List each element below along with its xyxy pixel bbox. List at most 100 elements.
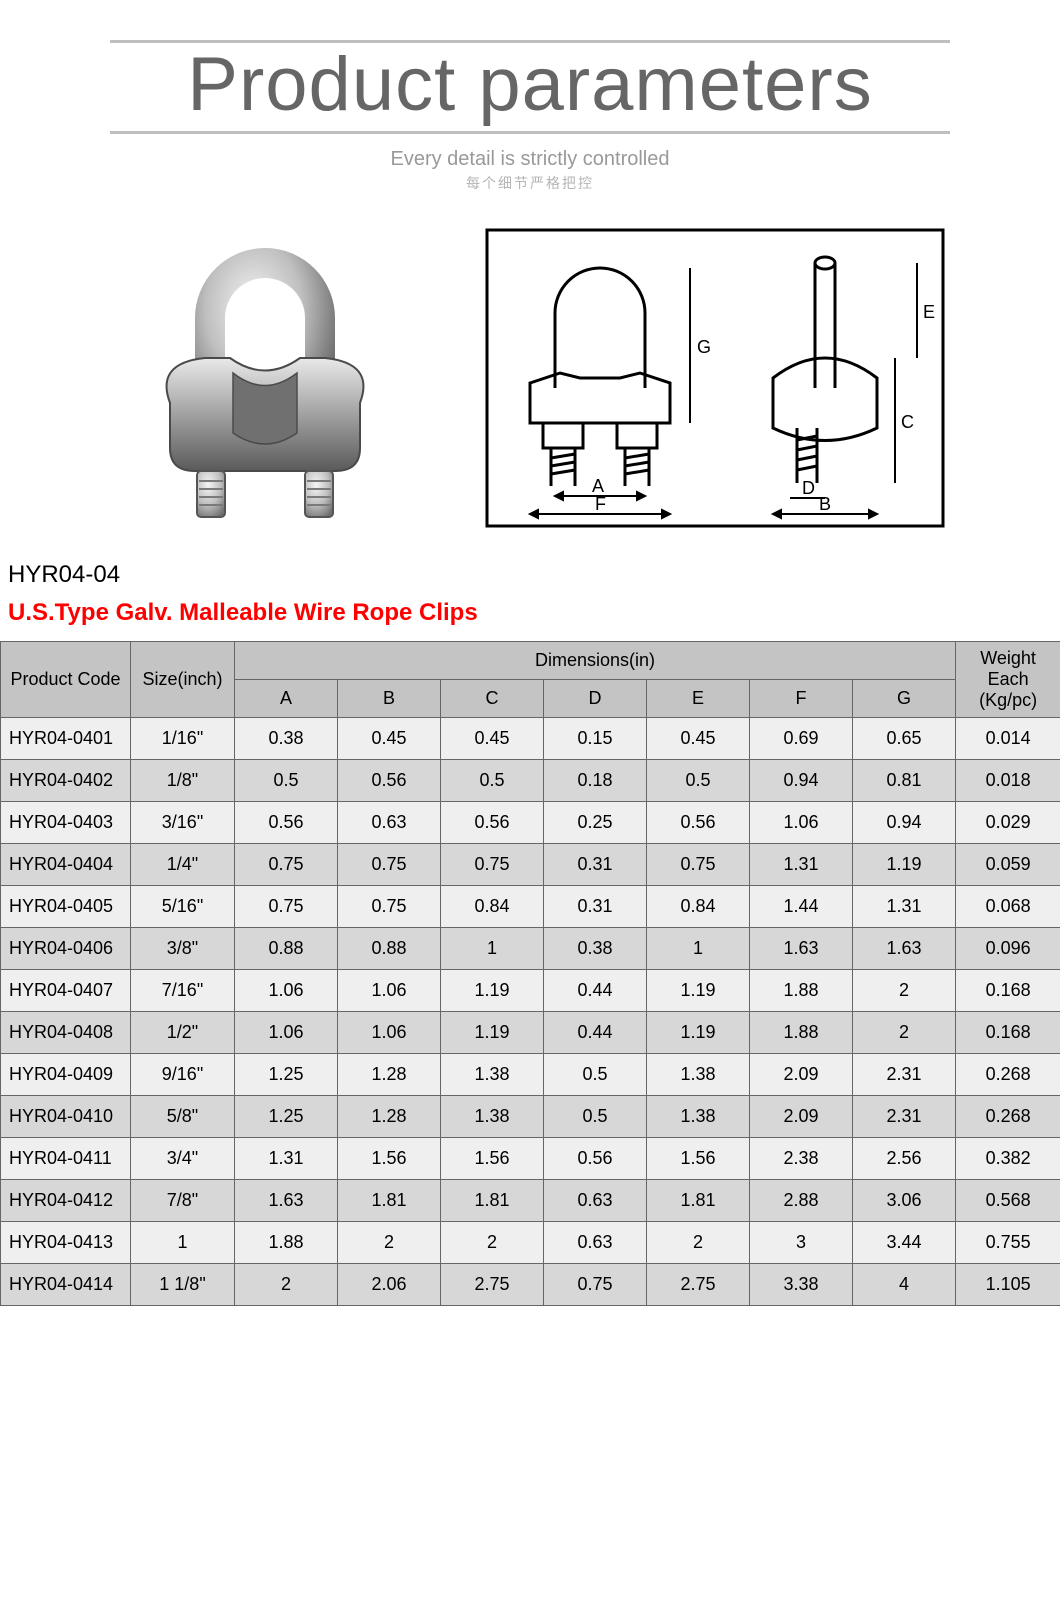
cell-G: 3.44 [853,1221,956,1263]
svg-text:B: B [819,494,831,514]
svg-text:C: C [901,412,914,432]
cell-A: 1.88 [235,1221,338,1263]
cell-D: 0.56 [544,1137,647,1179]
cell-B: 0.45 [338,717,441,759]
th-G: G [853,679,956,717]
subtitle-en: Every detail is strictly controlled [0,148,1060,171]
cell-size: 3/4" [131,1137,235,1179]
cell-C: 1.81 [441,1179,544,1221]
cell-B: 1.28 [338,1053,441,1095]
th-A: A [235,679,338,717]
cell-F: 2.09 [750,1095,853,1137]
cell-E: 1 [647,927,750,969]
cell-wt: 0.068 [956,885,1060,927]
cell-code: HYR04-0410 [1,1095,131,1137]
images-row: G A F C E D [0,223,1060,533]
cell-E: 0.45 [647,717,750,759]
th-D: D [544,679,647,717]
cell-C: 1.56 [441,1137,544,1179]
cell-A: 1.25 [235,1053,338,1095]
table-row: HYR04-04141 1/8"22.062.750.752.753.3841.… [1,1263,1060,1305]
cell-C: 1.19 [441,1011,544,1053]
cell-F: 3 [750,1221,853,1263]
cell-B: 0.75 [338,843,441,885]
cell-G: 2.31 [853,1095,956,1137]
table-row: HYR04-04099/16"1.251.281.380.51.382.092.… [1,1053,1060,1095]
cell-D: 0.63 [544,1221,647,1263]
table-row: HYR04-04033/16"0.560.630.560.250.561.060… [1,801,1060,843]
table-row: HYR04-04063/8"0.880.8810.3811.631.630.09… [1,927,1060,969]
cell-E: 0.75 [647,843,750,885]
cell-size: 3/8" [131,927,235,969]
cell-D: 0.15 [544,717,647,759]
cell-G: 0.94 [853,801,956,843]
cell-F: 1.31 [750,843,853,885]
cell-G: 2 [853,1011,956,1053]
cell-wt: 0.568 [956,1179,1060,1221]
cell-F: 1.06 [750,801,853,843]
cell-E: 1.81 [647,1179,750,1221]
cell-G: 2.56 [853,1137,956,1179]
product-subtitle: U.S.Type Galv. Malleable Wire Rope Clips [8,599,1060,627]
cell-size: 9/16" [131,1053,235,1095]
cell-F: 1.63 [750,927,853,969]
cell-wt: 0.029 [956,801,1060,843]
cell-code: HYR04-0413 [1,1221,131,1263]
product-photo [115,223,415,533]
cell-B: 1.06 [338,1011,441,1053]
cell-wt: 0.268 [956,1053,1060,1095]
cell-code: HYR04-0402 [1,759,131,801]
cell-size: 1/4" [131,843,235,885]
cell-C: 1.38 [441,1053,544,1095]
cell-A: 1.63 [235,1179,338,1221]
cell-B: 2.06 [338,1263,441,1305]
cell-code: HYR04-0412 [1,1179,131,1221]
cell-E: 0.84 [647,885,750,927]
cell-E: 1.38 [647,1095,750,1137]
table-row: HYR04-04127/8"1.631.811.810.631.812.883.… [1,1179,1060,1221]
cell-B: 0.56 [338,759,441,801]
cell-F: 2.88 [750,1179,853,1221]
cell-D: 0.5 [544,1095,647,1137]
cell-D: 0.31 [544,885,647,927]
cell-size: 1 [131,1221,235,1263]
cell-B: 2 [338,1221,441,1263]
th-weight: Weight Each (Kg/pc) [956,641,1060,717]
cell-F: 1.88 [750,969,853,1011]
cell-A: 1.06 [235,1011,338,1053]
dimension-diagram-svg: G A F C E D [485,228,945,528]
svg-text:G: G [697,337,711,357]
cell-A: 0.75 [235,843,338,885]
cell-E: 1.56 [647,1137,750,1179]
cell-C: 0.45 [441,717,544,759]
cell-F: 1.88 [750,1011,853,1053]
cell-wt: 1.105 [956,1263,1060,1305]
cell-E: 1.19 [647,1011,750,1053]
cell-B: 0.63 [338,801,441,843]
table-row: HYR04-04055/16"0.750.750.840.310.841.441… [1,885,1060,927]
cell-code: HYR04-0408 [1,1011,131,1053]
cell-A: 0.5 [235,759,338,801]
cell-code: HYR04-0405 [1,885,131,927]
cell-C: 2 [441,1221,544,1263]
table-row: HYR04-04105/8"1.251.281.380.51.382.092.3… [1,1095,1060,1137]
cell-size: 1/16" [131,717,235,759]
page-root: Product parameters Every detail is stric… [0,0,1060,1306]
th-E: E [647,679,750,717]
cell-wt: 0.018 [956,759,1060,801]
subtitle-cn: 每个细节严格把控 [0,173,1060,193]
cell-size: 1/8" [131,759,235,801]
svg-text:D: D [802,478,815,498]
cell-F: 0.69 [750,717,853,759]
cell-D: 0.44 [544,969,647,1011]
cell-code: HYR04-0414 [1,1263,131,1305]
cell-wt: 0.755 [956,1221,1060,1263]
cell-E: 0.5 [647,759,750,801]
table-row: HYR04-04021/8"0.50.560.50.180.50.940.810… [1,759,1060,801]
cell-D: 0.44 [544,1011,647,1053]
spec-table-head: Product Code Size(inch) Dimensions(in) W… [1,641,1060,717]
cell-F: 0.94 [750,759,853,801]
cell-C: 1.38 [441,1095,544,1137]
cell-C: 1.19 [441,969,544,1011]
table-row: HYR04-04113/4"1.311.561.560.561.562.382.… [1,1137,1060,1179]
